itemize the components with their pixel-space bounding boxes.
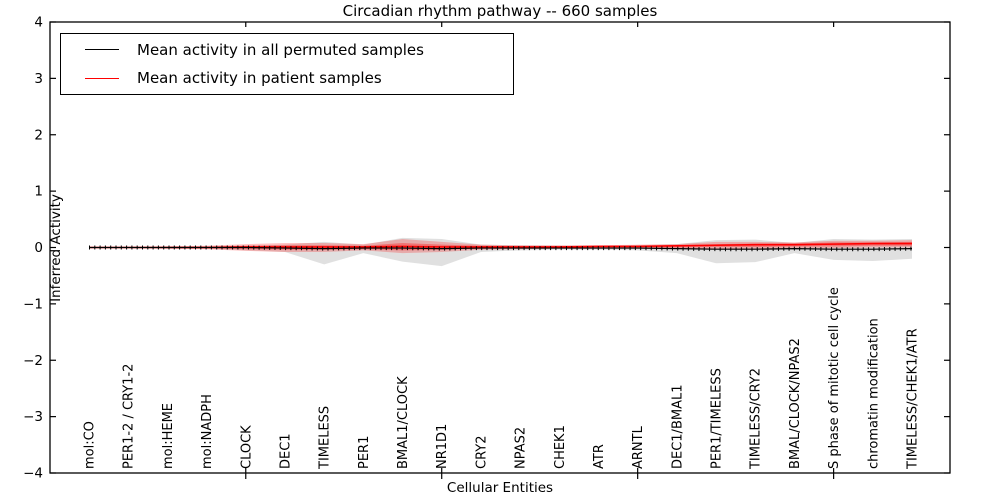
x-tick-label: BMAL/CLOCK/NPAS2 <box>788 338 803 469</box>
y-tick-label: −3 <box>23 409 43 425</box>
patient-samples-spread-outer-band <box>89 239 912 254</box>
y-tick-label: −4 <box>23 466 43 482</box>
y-tick-label: 0 <box>34 240 43 256</box>
x-tick-label: CLOCK <box>239 425 254 469</box>
y-axis-label: Inferred Activity <box>48 194 64 302</box>
x-tick-label: CHEK1 <box>553 425 568 469</box>
x-tick-label: TIMELESS <box>318 406 333 470</box>
y-tick-label: −1 <box>23 296 43 312</box>
y-tick-label: 4 <box>34 15 43 31</box>
x-tick-label: TIMELESS/CRY2 <box>749 368 764 470</box>
x-tick-label: BMAL1/CLOCK <box>396 376 411 469</box>
x-tick-label: chromatin modification <box>866 318 881 469</box>
x-tick-label: CRY2 <box>474 435 489 469</box>
legend-label-permuted: Mean activity in all permuted samples <box>137 40 424 59</box>
legend-entry-permuted: Mean activity in all permuted samples <box>61 37 513 63</box>
x-tick-label: ARNTL <box>631 425 646 469</box>
permuted-samples-spread-band <box>89 237 912 267</box>
x-tick-label: mol:HEME <box>161 403 176 469</box>
x-tick-label: PER1-2 / CRY1-2 <box>122 364 137 469</box>
x-tick-label: NR1D1 <box>435 424 450 469</box>
legend-line-permuted-icon <box>85 49 119 51</box>
legend: Mean activity in all permuted samples Me… <box>60 33 514 95</box>
chart-title: Circadian rhythm pathway -- 660 samples <box>342 2 658 20</box>
x-tick-label: ATR <box>592 444 607 469</box>
x-tick-label: PER1 <box>357 436 372 469</box>
legend-line-patient-icon <box>85 77 119 79</box>
legend-label-patient: Mean activity in patient samples <box>137 69 382 88</box>
y-tick-label: −2 <box>23 353 43 369</box>
legend-entry-patient: Mean activity in patient samples <box>61 65 513 91</box>
x-tick-label: TIMELESS/CHEK1/ATR <box>906 328 921 470</box>
x-tick-label: mol:NADPH <box>200 394 215 469</box>
x-tick-label: NPAS2 <box>514 427 529 469</box>
x-tick-label: PER1/TIMELESS <box>710 368 725 469</box>
x-tick-label: mol:CO <box>83 421 98 469</box>
x-tick-label: DEC1 <box>278 433 293 469</box>
y-tick-label: 3 <box>34 71 43 87</box>
y-tick-label: 1 <box>34 184 43 200</box>
y-tick-label: 2 <box>34 127 43 143</box>
x-tick-label: DEC1/BMAL1 <box>670 385 685 470</box>
permuted-mean-line <box>89 246 913 250</box>
x-axis-label: Cellular Entities <box>446 480 554 496</box>
x-tick-label: S phase of mitotic cell cycle <box>827 287 842 469</box>
